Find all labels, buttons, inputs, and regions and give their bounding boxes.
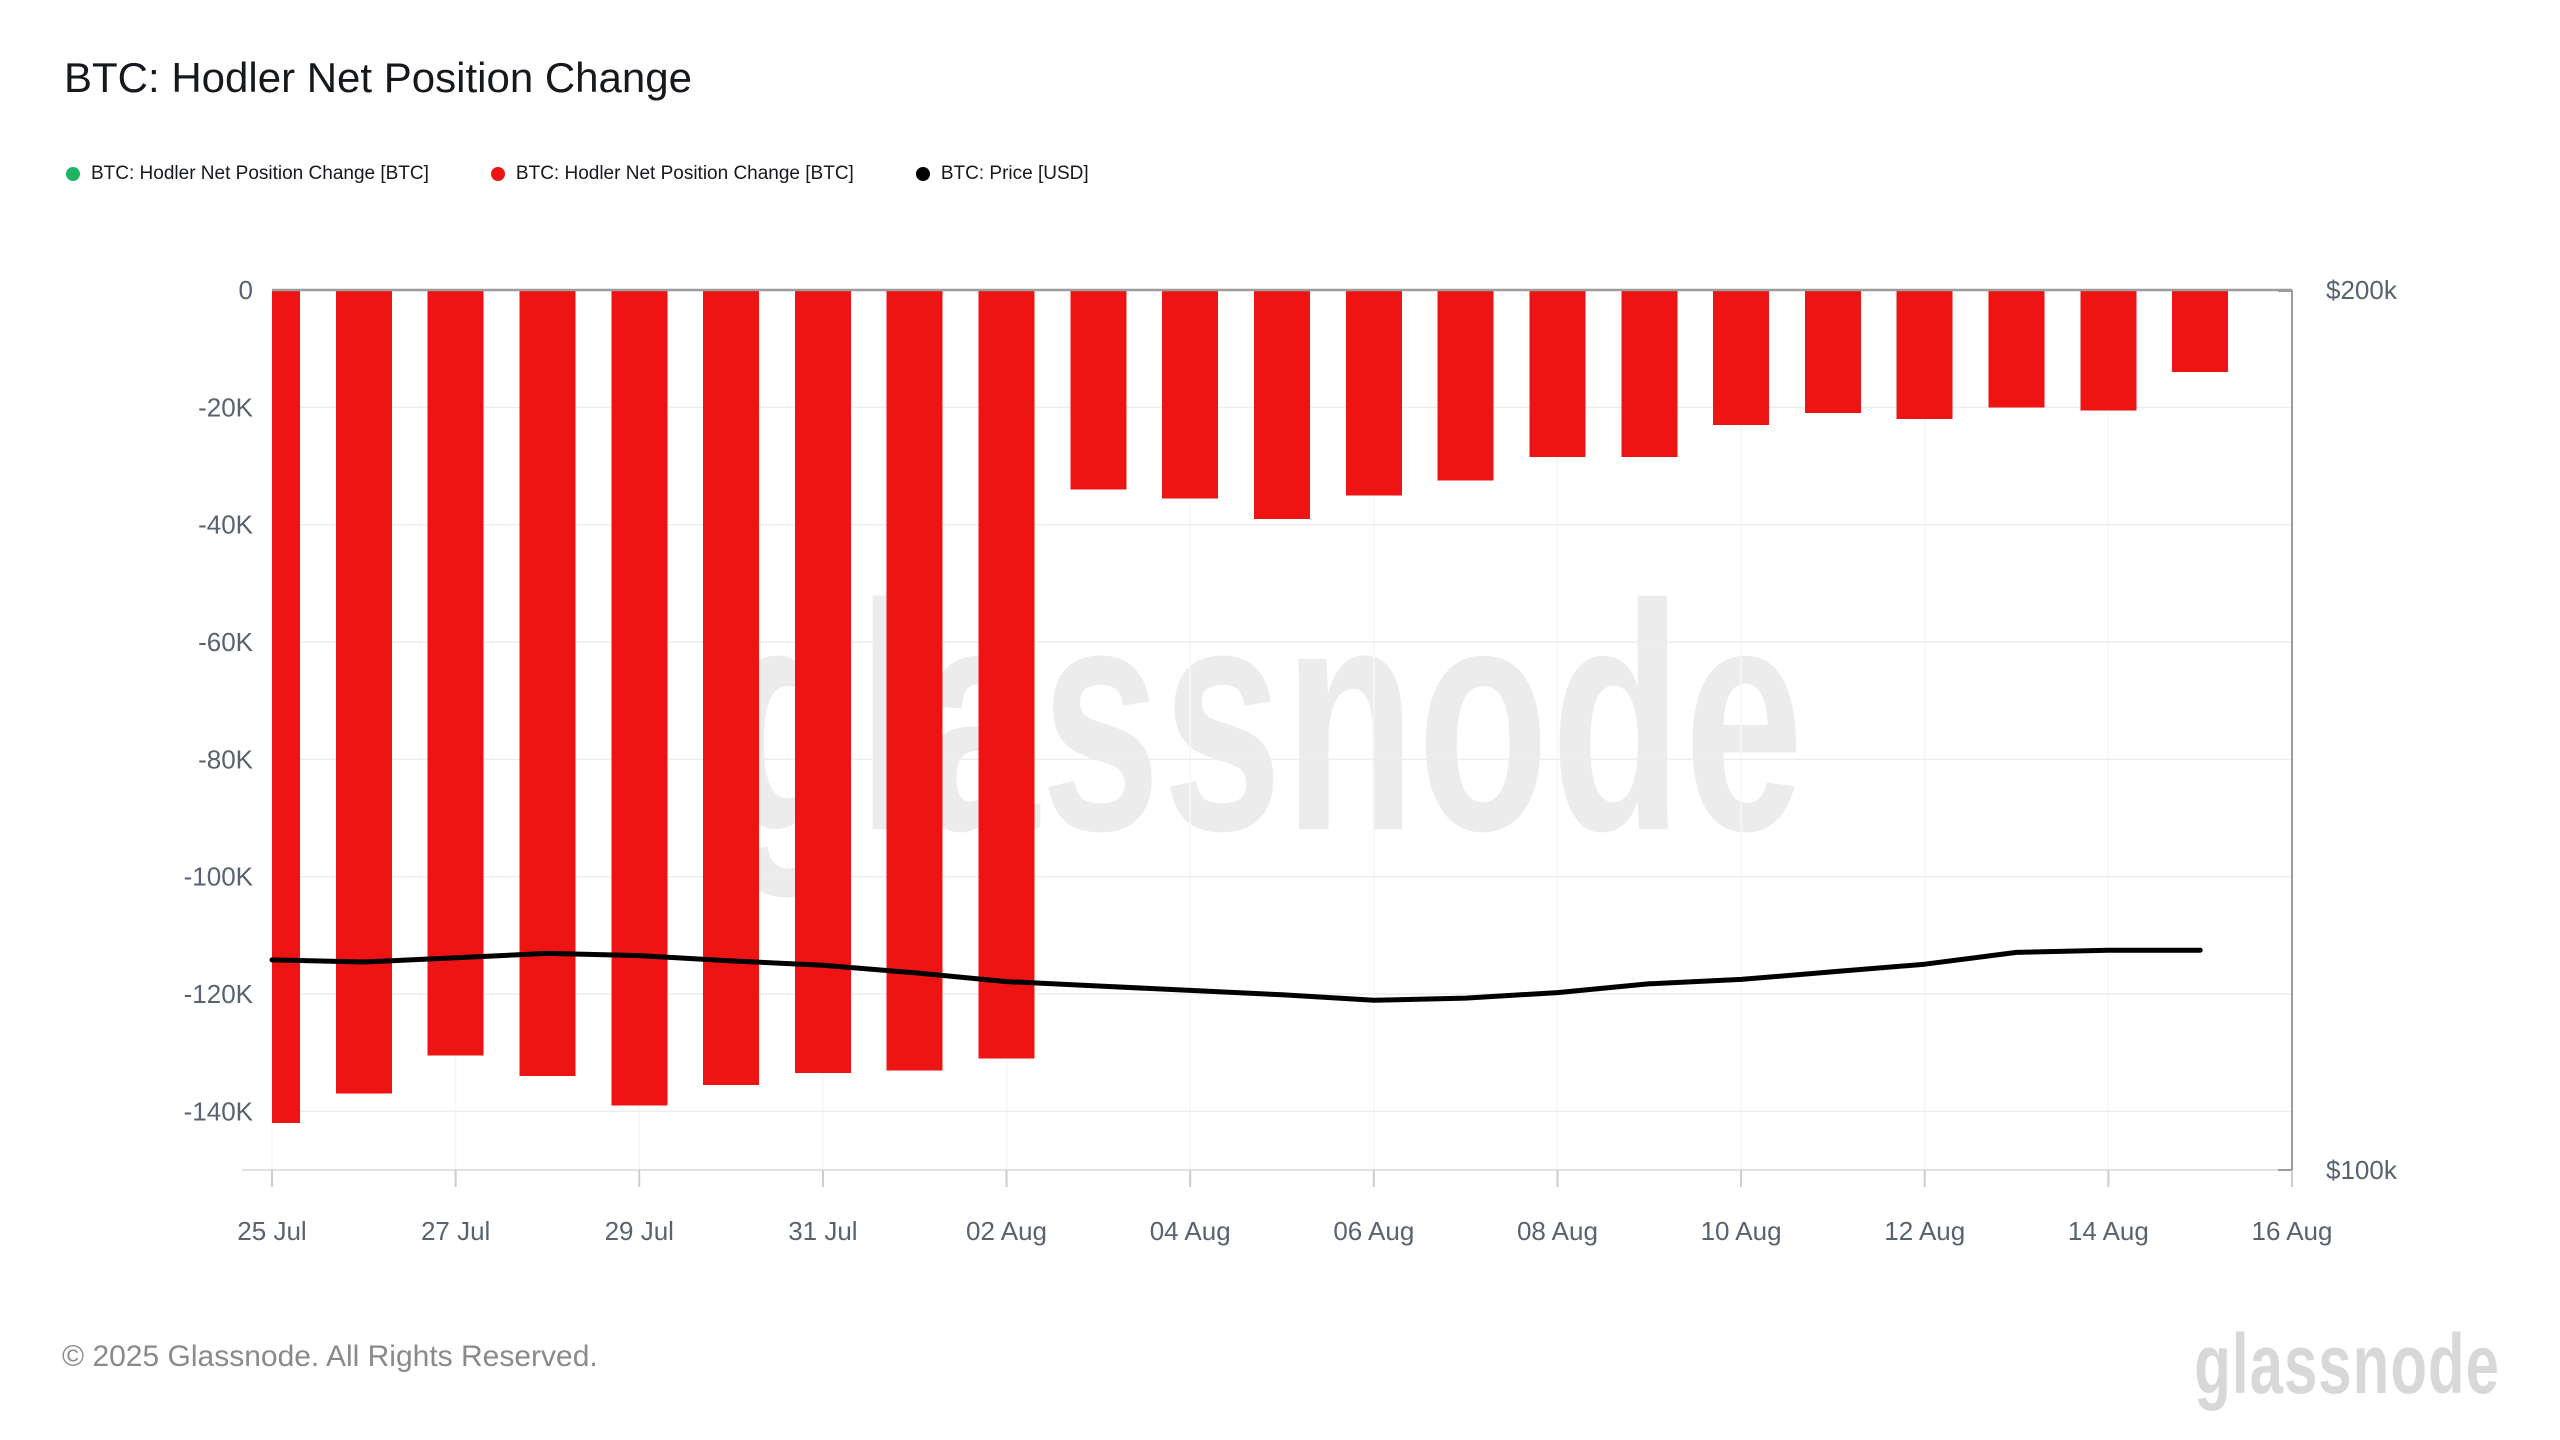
x-axis-tick-label: 29 Jul — [605, 1216, 674, 1246]
bar-04-aug[interactable] — [1162, 290, 1219, 499]
bar-03-aug[interactable] — [1070, 290, 1127, 490]
bar-12-aug[interactable] — [1896, 290, 1953, 420]
y-axis-tick-label: -60K — [198, 627, 254, 657]
price-axis-tick-label: $200k — [2326, 275, 2398, 305]
bar-07-aug[interactable] — [1437, 290, 1494, 481]
legend-item-hodler-net-position-green[interactable]: BTC: Hodler Net Position Change [BTC] — [66, 163, 429, 185]
y-axis-tick-label: -100K — [184, 862, 254, 892]
bar-series — [244, 290, 2229, 1124]
chart-plot-area[interactable]: 25 Jul 27 Jul 29 Jul 31 Jul 02 Aug 04 Aug 06 A… — [0, 0, 2560, 1280]
y-axis-tick-label: -80K — [198, 744, 254, 774]
price-axis-tick-label: $100k — [2326, 1155, 2398, 1185]
bar-13-aug[interactable] — [1988, 290, 2045, 408]
chart-legend: BTC: Hodler Net Position Change [BTC] BT… — [66, 163, 1089, 185]
y-axis-tick-label: -120K — [184, 979, 254, 1009]
legend-label: BTC: Price [USD] — [940, 163, 1089, 184]
bar-26-jul[interactable] — [335, 290, 392, 1094]
x-axis-tick-label: 31 Jul — [788, 1216, 857, 1246]
x-axis-tick-label: 02 Aug — [966, 1216, 1047, 1246]
x-axis-tick-label: 10 Aug — [1701, 1216, 1782, 1246]
bar-08-aug[interactable] — [1529, 290, 1586, 458]
bar-27-jul[interactable] — [427, 290, 484, 1056]
legend-label: BTC: Hodler Net Position Change [BTC] — [515, 163, 854, 184]
black-dot-icon — [915, 167, 930, 181]
bar-31-jul[interactable] — [794, 290, 851, 1074]
legend-label: BTC: Hodler Net Position Change [BTC] — [91, 163, 429, 184]
bar-09-aug[interactable] — [1621, 290, 1678, 458]
legend-item-hodler-net-position-red[interactable]: BTC: Hodler Net Position Change [BTC] — [490, 163, 854, 185]
x-axis-tick-label: 08 Aug — [1517, 1216, 1598, 1246]
legend-item-btc-price[interactable]: BTC: Price [USD] — [915, 163, 1089, 185]
bar-29-jul[interactable] — [611, 290, 668, 1106]
x-axis-tick-label: 27 Jul — [421, 1216, 490, 1246]
green-dot-icon — [66, 167, 80, 181]
x-axis-tick-label: 06 Aug — [1333, 1216, 1414, 1246]
bar-02-aug[interactable] — [978, 290, 1035, 1059]
bar-15-aug[interactable] — [2172, 290, 2229, 373]
copyright-text: © 2025 Glassnode. All Rights Reserved. — [62, 1340, 598, 1373]
red-dot-icon — [490, 167, 505, 181]
bar-30-jul[interactable] — [703, 290, 760, 1085]
bar-01-aug[interactable] — [886, 290, 943, 1071]
y-axis-tick-label: -140K — [184, 1096, 254, 1126]
x-axis-tick-label: 16 Aug — [2252, 1216, 2333, 1246]
x-axis-tick-label: 25 Jul — [237, 1216, 306, 1246]
glassnode-logo: glassnode — [2194, 1317, 2500, 1411]
bar-11-aug[interactable] — [1804, 290, 1861, 414]
bar-25-jul[interactable] — [244, 290, 300, 1124]
y-axis-tick-label: -40K — [198, 510, 254, 540]
bar-06-aug[interactable] — [1345, 290, 1402, 496]
y-axis-tick-label: -20K — [198, 392, 254, 422]
bar-05-aug[interactable] — [1254, 290, 1310, 519]
bar-10-aug[interactable] — [1713, 290, 1770, 425]
y-axis-tick-label: 0 — [239, 275, 253, 305]
x-axis-tick-label: 14 Aug — [2068, 1216, 2149, 1246]
price-line — [269, 947, 2203, 1003]
bar-28-jul[interactable] — [519, 290, 576, 1077]
bar-14-aug[interactable] — [2080, 290, 2137, 411]
page-title: BTC: Hodler Net Position Change — [64, 54, 692, 101]
x-axis-tick-label: 04 Aug — [1150, 1216, 1231, 1246]
x-axis-tick-label: 12 Aug — [1884, 1216, 1965, 1246]
